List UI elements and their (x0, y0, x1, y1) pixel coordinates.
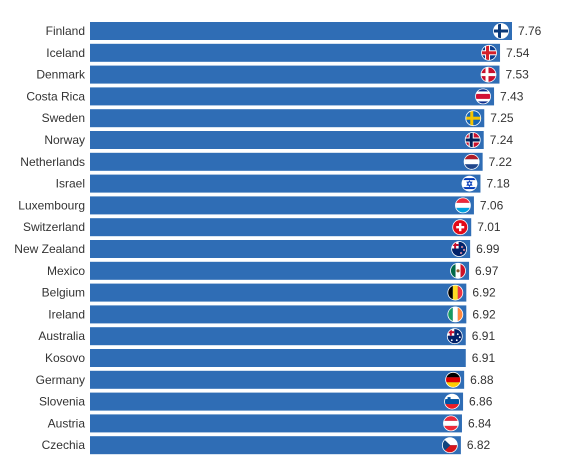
sweden-flag-icon (465, 110, 482, 127)
bar (90, 414, 462, 433)
category-label: Belgium (42, 286, 85, 300)
bar (90, 327, 466, 346)
value-label: 7.18 (486, 177, 510, 191)
category-label: Netherlands (20, 155, 85, 169)
norway-flag-icon (464, 132, 481, 148)
netherlands-flag-icon (463, 153, 480, 170)
bar (90, 218, 472, 237)
israel-flag-icon (461, 175, 478, 192)
australia-flag-icon (446, 328, 463, 345)
value-label: 6.97 (475, 264, 499, 278)
category-label: Denmark (36, 68, 86, 82)
germany-flag-icon (445, 371, 462, 388)
bar (90, 436, 461, 455)
belgium-flag-icon (447, 284, 464, 301)
value-label: 6.82 (467, 438, 491, 452)
ireland-flag-icon (447, 306, 464, 323)
value-label: 6.92 (472, 286, 496, 300)
category-label: Finland (46, 24, 85, 38)
category-label: Austria (48, 416, 86, 430)
category-label: Norway (44, 133, 85, 147)
category-label: Switzerland (23, 220, 85, 234)
category-label: New Zealand (14, 242, 85, 256)
category-label: Germany (36, 373, 85, 387)
finland-flag-icon (493, 23, 509, 39)
value-label: 6.88 (470, 373, 494, 387)
bar (90, 283, 467, 302)
bar (90, 22, 512, 40)
category-label: Israel (56, 177, 85, 191)
category-label: Luxembourg (18, 198, 85, 212)
luxembourg-flag-icon (455, 197, 471, 214)
category-label: Mexico (47, 264, 85, 278)
slovenia-flag-icon (444, 393, 460, 410)
value-label: 6.84 (468, 416, 492, 430)
value-label: 6.99 (476, 242, 500, 256)
category-label: Kosovo (45, 351, 85, 365)
austria-flag-icon (443, 415, 459, 432)
value-label: 7.76 (518, 24, 542, 38)
value-label: 7.24 (490, 133, 514, 147)
value-label: 6.91 (472, 351, 496, 365)
bar (90, 43, 501, 62)
value-label: 7.43 (500, 89, 524, 103)
category-label: Ireland (48, 307, 85, 321)
value-label: 7.06 (480, 198, 504, 212)
category-labels: Finland Iceland Denmark Costa Rica Sweden Nor… (14, 24, 86, 452)
bar (90, 305, 467, 324)
category-label: Australia (38, 329, 85, 343)
value-label: 7.25 (490, 111, 514, 125)
bar (90, 370, 465, 389)
category-label: Costa Rica (26, 89, 85, 103)
bar (90, 240, 471, 258)
bars (90, 22, 512, 455)
value-label: 6.92 (472, 307, 496, 321)
bar (90, 152, 483, 171)
bar (90, 174, 481, 193)
value-label: 7.53 (505, 68, 529, 82)
flag-icons (441, 23, 509, 454)
bar (90, 131, 484, 149)
value-label: 7.22 (489, 155, 513, 169)
iceland-flag-icon (481, 44, 497, 61)
value-labels: 7.76 7.54 7.53 7.43 7.25 7.24 7.22 7.18 7.06 7.01… (467, 24, 542, 452)
bar (90, 196, 474, 215)
category-label: Slovenia (39, 395, 85, 409)
bar (90, 109, 485, 128)
bar (90, 65, 500, 84)
category-label: Iceland (46, 46, 85, 60)
value-label: 7.01 (477, 220, 501, 234)
switzerland-flag-icon (452, 219, 469, 236)
costa-rica-flag-icon (475, 88, 491, 105)
value-label: 6.91 (472, 329, 496, 343)
new-zealand-flag-icon (451, 241, 468, 257)
denmark-flag-icon (480, 66, 497, 83)
bar (90, 392, 464, 411)
bar (90, 349, 466, 367)
value-label: 6.86 (469, 395, 493, 409)
value-label: 7.54 (506, 46, 530, 60)
mexico-flag-icon (450, 262, 466, 279)
category-label: Czechia (42, 438, 86, 452)
bar (90, 261, 470, 280)
czechia-flag-icon (441, 437, 458, 454)
category-label: Sweden (42, 111, 85, 125)
bar (90, 87, 495, 106)
